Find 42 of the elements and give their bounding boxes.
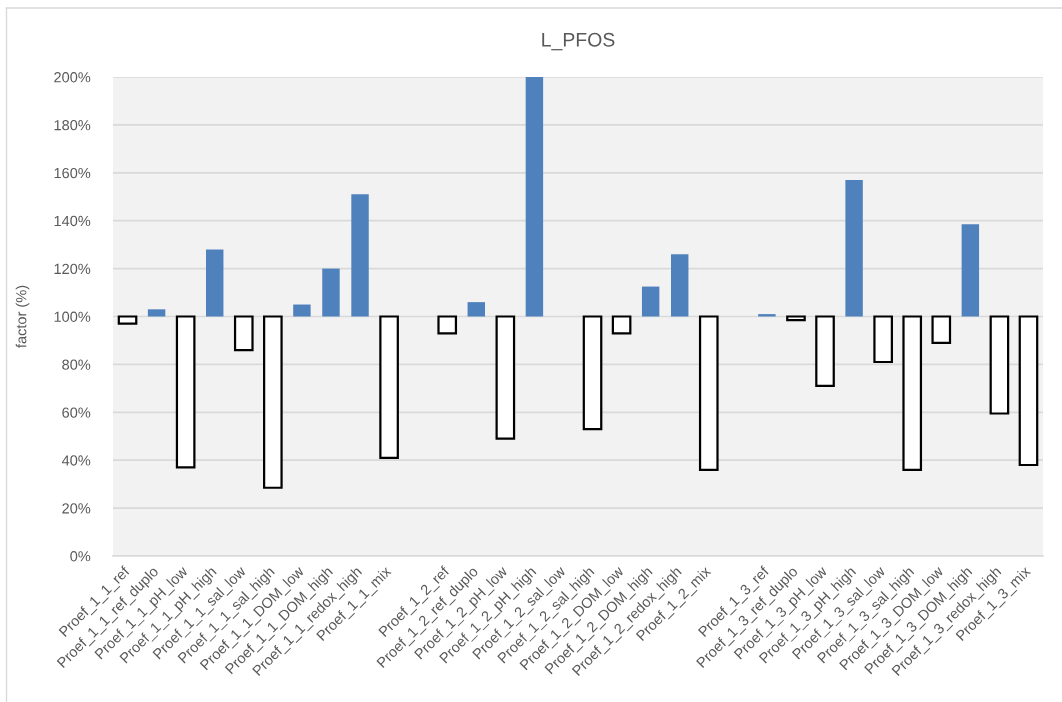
bar [698,315,719,471]
bar [117,315,138,325]
bar [379,315,399,459]
bar [206,249,224,317]
bar [467,302,485,317]
y-tick-label: 140% [54,215,91,227]
bar [961,224,980,317]
y-tick-label: 100% [54,311,91,322]
bar [611,315,632,335]
bar [263,315,283,489]
y-tick-label: 20% [62,503,91,514]
y-tick-label: 200% [54,72,91,83]
bar [233,315,254,352]
y-tick-label: 40% [61,455,91,466]
bar [758,314,776,317]
y-tick-label: 0% [70,551,91,562]
bar [322,268,340,317]
y-tick-label: 60% [62,407,91,418]
bar [495,315,516,440]
bar [147,309,166,317]
bar [845,179,863,317]
bar [641,286,660,317]
y-tick-label: 180% [54,120,91,131]
bar [902,315,923,471]
chart-title: L_PFOS [542,32,615,51]
bar [351,194,369,317]
y-tick-label: 80% [62,359,91,370]
bar [293,304,311,317]
y-axis-title: factor (%) [15,285,30,348]
y-tick-label: 120% [54,263,91,275]
bar [786,315,806,322]
bar [815,315,835,388]
bar [671,254,689,317]
bar [437,315,458,335]
bar [1018,315,1039,467]
bar [525,77,544,317]
bar [175,315,196,469]
bar [873,315,893,364]
bar [582,315,603,431]
bar [989,315,1010,415]
bar [931,315,952,344]
y-tick-label: 160% [54,167,91,179]
